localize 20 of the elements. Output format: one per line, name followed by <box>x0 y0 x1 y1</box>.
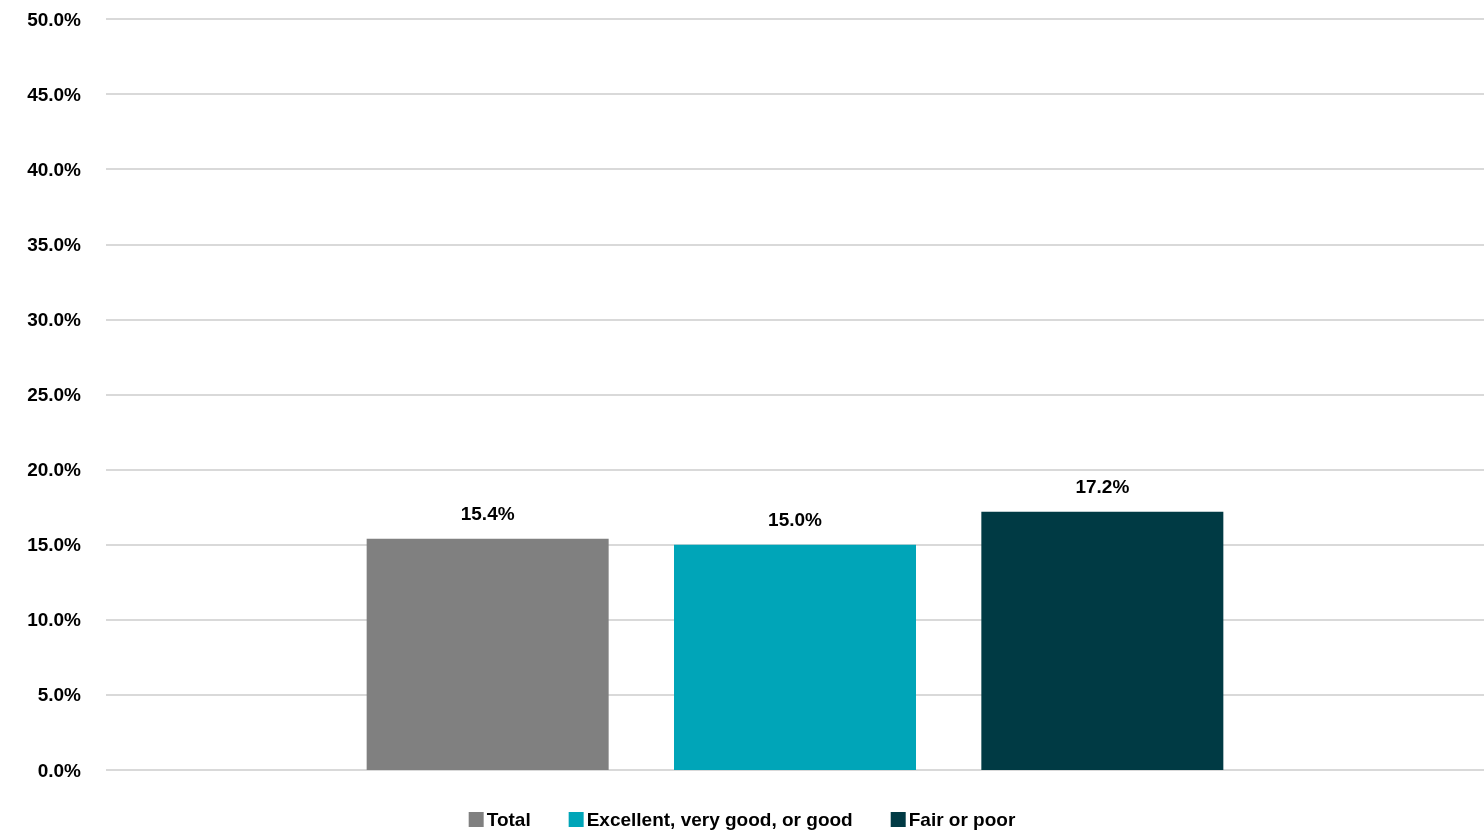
y-tick-label: 20.0% <box>27 459 82 481</box>
legend-label: Excellent, very good, or good <box>586 809 853 830</box>
y-tick-label: 25.0% <box>27 384 82 405</box>
y-tick-label: 35.0% <box>27 233 82 255</box>
y-tick-label: 45.0% <box>27 83 82 105</box>
y-tick-label: 30.0% <box>27 308 82 330</box>
y-tick-label: 15.0% <box>27 534 82 556</box>
data-label: 17.2% <box>1075 475 1130 497</box>
bar <box>366 538 609 770</box>
y-tick-label: 10.0% <box>27 609 82 631</box>
y-tick-label: 5.0% <box>37 684 82 706</box>
data-label: 15.0% <box>768 508 823 530</box>
legend-label: Total <box>486 809 531 830</box>
legend-label: Fair or poor <box>908 809 1016 830</box>
y-tick-label: 40.0% <box>27 158 82 180</box>
bar <box>981 511 1224 770</box>
y-tick-label: 50.0% <box>27 8 82 30</box>
bar <box>674 544 916 770</box>
y-tick-label: 0.0% <box>37 759 82 781</box>
data-label: 15.4% <box>460 502 515 524</box>
